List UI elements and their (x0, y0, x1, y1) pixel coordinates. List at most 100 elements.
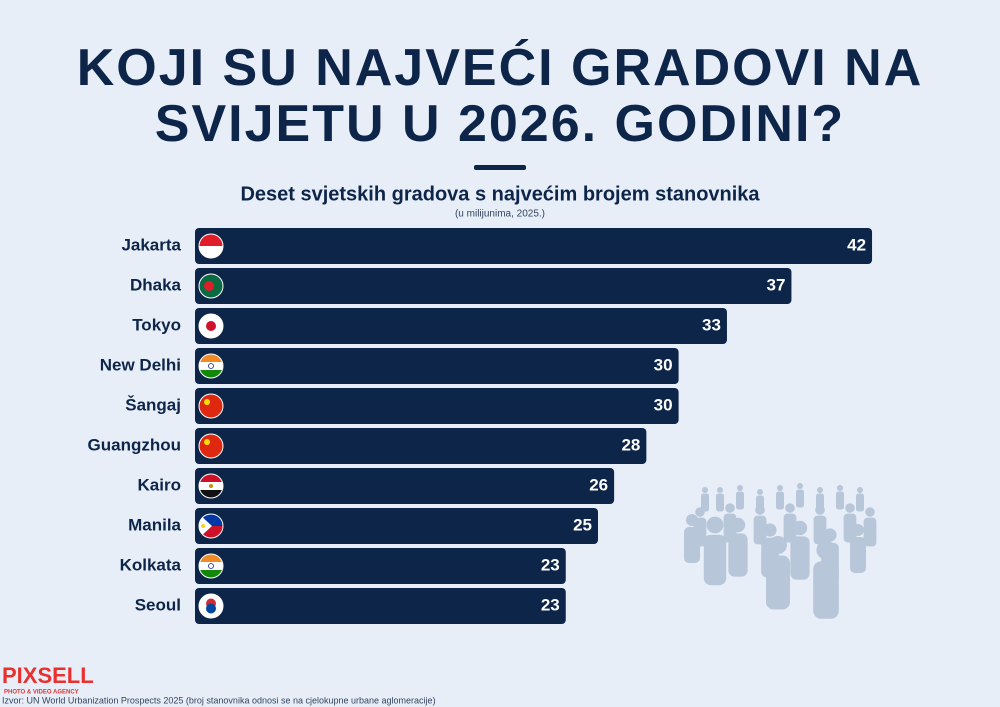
flag (199, 594, 223, 618)
flag-border (198, 273, 224, 299)
divider (474, 165, 526, 170)
flag (199, 314, 223, 338)
category-label: Guangzhou (88, 435, 181, 454)
person-head (857, 487, 863, 493)
flag-border (198, 353, 224, 379)
value-label: 23 (541, 555, 560, 574)
flag-part (209, 484, 213, 488)
flag-border (198, 553, 224, 579)
category-label: Šangaj (125, 395, 181, 414)
category-label: Kolkata (120, 555, 182, 574)
person-head (797, 483, 803, 489)
bar (195, 588, 566, 624)
person-body (766, 555, 790, 610)
bar (195, 348, 679, 384)
flag-part (199, 562, 223, 570)
flag-part (199, 246, 223, 258)
flag (199, 354, 223, 378)
flag-part (199, 362, 223, 370)
person-body (716, 493, 724, 512)
person-head (702, 487, 708, 493)
flag-border (198, 593, 224, 619)
person-body (783, 513, 797, 543)
person-body (753, 515, 767, 545)
person-head (777, 485, 783, 491)
person-head (763, 523, 777, 537)
flag-part (199, 514, 212, 538)
flag-part (199, 370, 223, 378)
person-head (785, 503, 795, 513)
bar (195, 428, 647, 464)
person-body (813, 561, 839, 619)
flag-part (199, 434, 223, 458)
logo: PIXSELL (2, 663, 94, 688)
person-head (725, 503, 735, 513)
flag-border (198, 393, 224, 419)
value-label: 28 (621, 435, 640, 454)
chart-subtitle: Deset svjetskih gradova s najvećim broje… (240, 183, 760, 205)
chart-note: (u milijunima, 2025.) (455, 209, 545, 220)
flag (199, 434, 223, 458)
chart-title: KOJI SU NAJVEĆI GRADOVI NA SVIJETU U 202… (76, 39, 924, 153)
category-label: Manila (128, 515, 181, 534)
value-label: 26 (589, 475, 608, 494)
person-body (776, 491, 784, 510)
category-label: Jakarta (121, 235, 181, 254)
person-head (815, 505, 825, 515)
person-head (706, 516, 724, 534)
flag-border (198, 513, 224, 539)
category-label: Seoul (135, 595, 181, 614)
people-illustration (684, 483, 877, 619)
flag (199, 394, 223, 418)
person-head (837, 485, 843, 491)
person-head (816, 540, 836, 560)
flag-part (208, 363, 214, 369)
value-label: 30 (654, 395, 673, 414)
flag-part (204, 281, 214, 291)
bar (195, 508, 598, 544)
flag (199, 234, 223, 258)
person-body (796, 489, 804, 508)
person-body (701, 493, 709, 512)
bar (195, 548, 566, 584)
person-head (852, 524, 864, 536)
flag-part (208, 563, 214, 569)
flag (199, 514, 223, 538)
person-body (684, 527, 700, 563)
category-label: Tokyo (132, 315, 181, 334)
bar (195, 308, 727, 344)
person-body (856, 493, 864, 512)
person-head (865, 507, 875, 517)
person-head (757, 489, 763, 495)
source: Izvor: UN World Urbanization Prospects 2… (2, 695, 436, 705)
value-label: 25 (573, 515, 592, 534)
flag-part (199, 354, 223, 362)
bar (195, 268, 792, 304)
value-label: 42 (847, 235, 866, 254)
person-head (686, 514, 698, 526)
person-head (792, 520, 808, 536)
bar (195, 388, 679, 424)
flag-part (199, 474, 223, 482)
person-head (737, 485, 743, 491)
flag-part (204, 439, 210, 445)
flag-part (204, 399, 210, 405)
person-head (769, 536, 787, 554)
flag-part (206, 321, 216, 331)
flag-border (198, 473, 224, 499)
person-body (850, 537, 866, 573)
flag-part (199, 554, 223, 562)
value-label: 33 (702, 315, 721, 334)
flag-part (206, 603, 216, 614)
person-body (843, 513, 857, 543)
person-body (790, 536, 810, 580)
value-label: 23 (541, 595, 560, 614)
person-body (836, 491, 844, 510)
person-head (695, 507, 705, 517)
person-head (730, 517, 746, 533)
flag (199, 554, 223, 578)
person-head (755, 505, 765, 515)
value-label: 37 (767, 275, 786, 294)
